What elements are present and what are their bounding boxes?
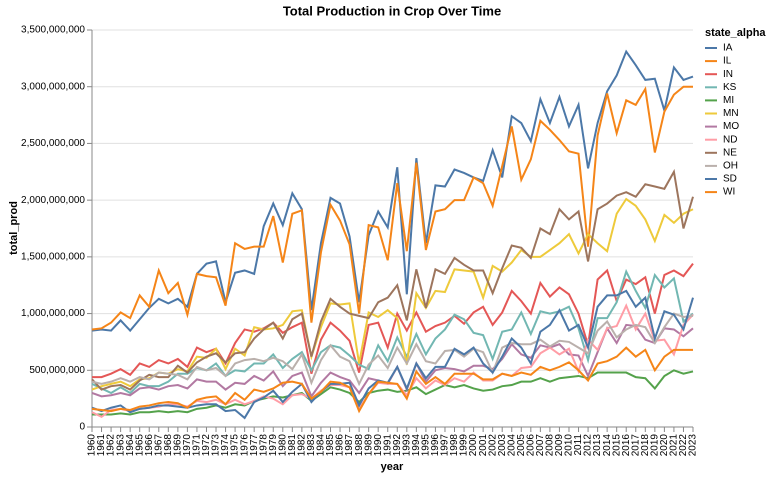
legend-label: OH (723, 161, 738, 172)
legend-label: MN (723, 108, 739, 119)
series-line (91, 49, 694, 333)
x-tick-label: 2007 (535, 434, 546, 457)
x-tick-label: 1993 (401, 434, 412, 457)
series-line (92, 369, 694, 416)
y-tick-label: 3,500,000,000 (21, 25, 85, 36)
x-tick-label: 1989 (363, 434, 374, 457)
legend-label: IA (723, 43, 733, 54)
series-line (91, 312, 694, 387)
legend-label: KS (723, 82, 737, 93)
x-tick-label: 1998 (449, 434, 460, 457)
x-tick-label: 1997 (440, 434, 451, 457)
x-tick-label: 2017 (630, 434, 641, 457)
x-tick-label: 1972 (201, 434, 212, 457)
y-tick-label: 0 (79, 422, 85, 433)
x-tick-label: 2006 (525, 434, 536, 457)
x-tick-label: 1970 (182, 434, 193, 457)
x-tick-label: 1963 (115, 434, 126, 457)
x-tick-label: 1985 (325, 434, 336, 457)
x-tick-label: 1981 (287, 434, 298, 457)
x-tick-label: 2016 (621, 434, 632, 457)
x-tick-label: 2019 (649, 434, 660, 457)
x-tick-label: 2014 (602, 434, 613, 457)
legend-title: state_alpha (705, 27, 766, 39)
legend-label: MO (723, 121, 739, 132)
series-line (91, 346, 693, 414)
y-axis-title: total_prod (8, 201, 20, 255)
x-tick-label: 2001 (478, 434, 489, 457)
x-tick-label: 1988 (354, 434, 365, 457)
legend-label: ND (723, 134, 737, 145)
y-tick-label: 1,500,000,000 (21, 251, 85, 262)
x-tick-label: 1967 (153, 434, 164, 457)
x-tick-label: 2023 (688, 434, 699, 457)
x-tick-label: 2013 (592, 434, 603, 457)
x-tick-label: 1986 (335, 434, 346, 457)
x-tick-label: 2005 (516, 434, 527, 457)
x-tick-label: 2012 (583, 434, 594, 457)
y-tick-label: 1,000,000,000 (21, 308, 85, 319)
legend-label: IN (723, 69, 733, 80)
x-tick-label: 2004 (506, 434, 517, 457)
legend-label: MI (723, 95, 734, 106)
x-tick-label: 1973 (211, 434, 222, 457)
x-tick-label: 1965 (134, 434, 145, 457)
x-tick-label: 1992 (392, 434, 403, 457)
x-tick-label: 1969 (172, 434, 183, 457)
x-tick-label: 2015 (611, 434, 622, 457)
legend-label: SD (723, 174, 737, 185)
x-tick-label: 1964 (125, 434, 136, 457)
x-tick-label: 1971 (192, 434, 203, 457)
x-tick-label: 2010 (564, 434, 575, 457)
series-line (91, 268, 694, 395)
x-tick-label: 1984 (316, 434, 327, 457)
x-tick-label: 1966 (144, 434, 155, 457)
x-tick-label: 2008 (545, 434, 556, 457)
x-tick-label: 1979 (268, 434, 279, 457)
x-tick-label: 1980 (277, 434, 288, 457)
y-tick-label: 2,500,000,000 (21, 138, 85, 149)
x-tick-label: 1961 (96, 434, 107, 457)
x-tick-label: 2018 (640, 434, 651, 457)
x-tick-label: 1968 (163, 434, 174, 457)
x-tick-label: 1987 (344, 434, 355, 457)
x-tick-label: 1996 (430, 434, 441, 457)
x-tick-label: 1995 (421, 434, 432, 457)
x-tick-label: 2002 (487, 434, 498, 457)
series-line (92, 263, 694, 379)
y-tick-label: 3,000,000,000 (21, 81, 85, 92)
x-tick-label: 1975 (230, 434, 241, 457)
x-tick-label: 1976 (239, 434, 250, 457)
x-tick-label: 1977 (249, 434, 260, 457)
legend-label: NE (723, 147, 737, 158)
x-tick-label: 2011 (573, 434, 584, 456)
x-tick-label: 1983 (306, 434, 317, 457)
x-tick-label: 1994 (411, 434, 422, 457)
x-tick-label: 2009 (554, 434, 565, 457)
x-tick-label: 1962 (106, 434, 117, 457)
x-tick-label: 2022 (678, 434, 689, 457)
x-tick-label: 1990 (373, 434, 384, 457)
x-tick-label: 1974 (220, 434, 231, 457)
x-axis-title: year (381, 461, 404, 473)
series-line (91, 289, 694, 420)
legend-label: IL (723, 56, 732, 67)
x-tick-label: 1960 (87, 434, 98, 457)
x-tick-label: 1982 (297, 434, 308, 457)
x-tick-label: 1999 (459, 434, 470, 457)
x-tick-label: 1991 (382, 434, 393, 457)
x-tick-label: 2021 (669, 434, 680, 457)
series-line (91, 85, 693, 331)
x-tick-label: 2000 (468, 434, 479, 457)
y-tick-label: 2,000,000,000 (21, 195, 85, 206)
chart-title: Total Production in Crop Over Time (283, 3, 501, 18)
y-tick-label: 500,000,000 (29, 365, 85, 376)
x-tick-label: 2020 (659, 434, 670, 457)
legend-label: WI (723, 187, 735, 198)
x-tick-label: 2003 (497, 434, 508, 457)
x-tick-label: 1978 (258, 434, 269, 457)
series-line (91, 168, 694, 391)
